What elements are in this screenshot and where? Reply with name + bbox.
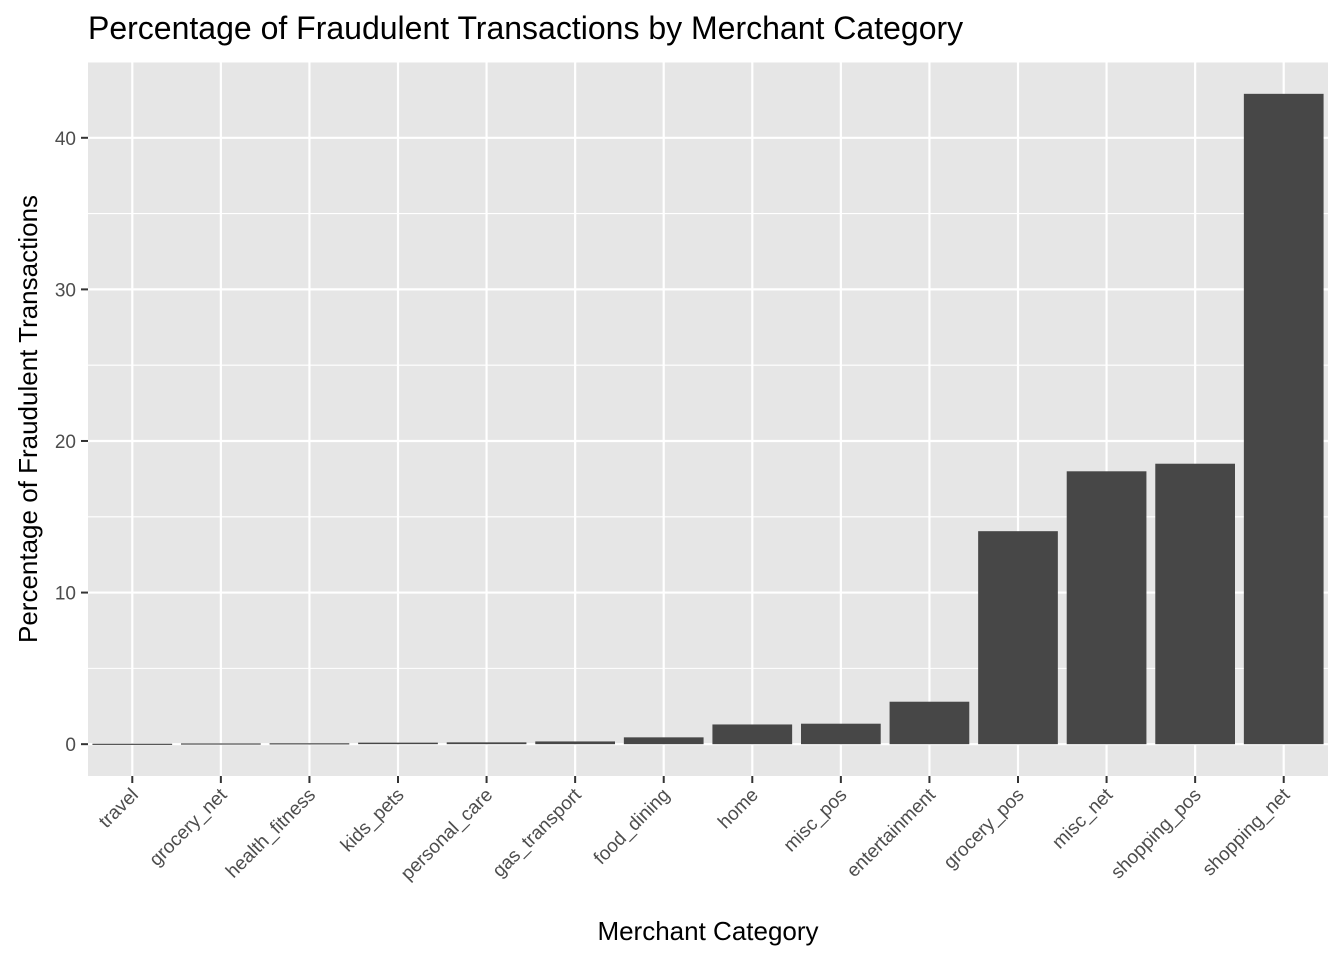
bar-food-dining xyxy=(623,737,704,745)
y-tick-label: 10 xyxy=(55,584,76,605)
y-axis-title: Percentage of Fraudulent Transactions xyxy=(13,195,43,643)
bar-kids-pets xyxy=(358,742,438,745)
bar-shopping-net xyxy=(1243,93,1324,745)
bar-grocery-net xyxy=(181,743,261,745)
x-tick-label: personal_care xyxy=(397,785,497,885)
x-tick-label: kids_pets xyxy=(337,785,409,857)
x-tick-label: misc_net xyxy=(1048,784,1117,853)
bar-misc-net xyxy=(1066,471,1147,745)
x-tick-label: grocery_pos xyxy=(940,785,1029,874)
bar-grocery-pos xyxy=(978,531,1058,745)
x-tick-label: shopping_pos xyxy=(1107,785,1206,884)
bar-home xyxy=(712,724,793,745)
bar-shopping-pos xyxy=(1155,463,1235,745)
y-tick-label: 40 xyxy=(55,129,76,150)
x-tick-label: food_dining xyxy=(590,785,674,869)
chart-title: Percentage of Fraudulent Transactions by… xyxy=(88,10,963,46)
grid-lines xyxy=(88,61,1328,776)
y-tick-label: 20 xyxy=(55,432,76,453)
x-tick-label: misc_pos xyxy=(780,785,852,857)
bar-misc-pos xyxy=(801,723,881,745)
x-tick-label: travel xyxy=(95,785,143,833)
bars xyxy=(92,93,1324,745)
x-tick-label: entertainment xyxy=(843,784,941,882)
y-tick-label: 0 xyxy=(65,735,76,756)
x-tick-label: shopping_net xyxy=(1199,784,1295,880)
bar-travel xyxy=(92,743,173,745)
x-tick-label: grocery_net xyxy=(146,784,232,870)
x-tick-label: health_fitness xyxy=(222,785,320,883)
y-axis: 0 10 20 30 40 xyxy=(55,129,88,756)
y-tick-label: 30 xyxy=(55,280,76,301)
bar-health-fitness xyxy=(269,743,350,745)
x-tick-label: home xyxy=(714,785,762,833)
bar-personal-care xyxy=(446,742,527,745)
bar-gas-transport xyxy=(535,741,615,745)
x-axis-title: Merchant Category xyxy=(597,916,818,946)
bar-entertainment xyxy=(889,701,970,745)
x-tick-label: gas_transport xyxy=(489,784,587,882)
